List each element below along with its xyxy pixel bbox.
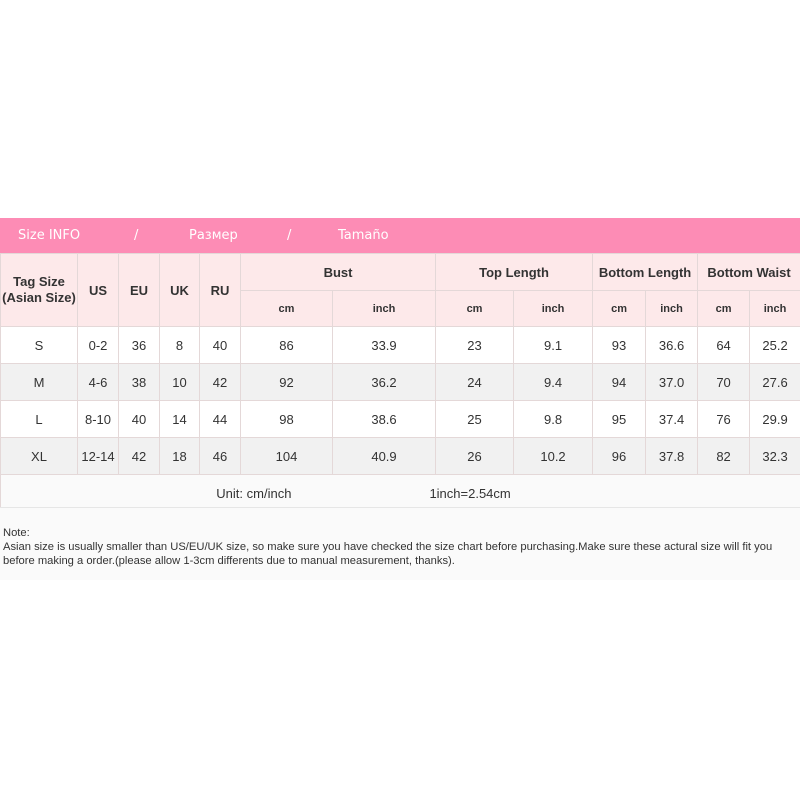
table-cell: 95 (592, 400, 647, 438)
banner-razmer: Размер (189, 228, 238, 243)
table-cell: 27.6 (749, 363, 800, 401)
table-cell: 4-6 (77, 363, 119, 401)
table-cell: 42 (199, 363, 241, 401)
table-cell: 29.9 (749, 400, 800, 438)
unit-conversion: 1inch=2.54cm (429, 485, 511, 501)
table-cell: 23 (435, 326, 515, 364)
table-cell: 26 (435, 437, 515, 475)
table-cell: 9.1 (513, 326, 594, 364)
banner-separator: / (287, 228, 292, 243)
table-cell: 38 (118, 363, 160, 401)
table-cell: 12-14 (77, 437, 119, 475)
table-cell: 10 (159, 363, 200, 401)
table-cell: 33.9 (331, 326, 437, 364)
table-cell: XL (0, 437, 78, 475)
table-cell: 40 (118, 400, 160, 438)
table-cell: M (0, 363, 78, 401)
table-cell: 92 (240, 363, 333, 401)
banner-tamano: Tamaño (338, 228, 389, 243)
header-ru: RU (199, 253, 241, 327)
header-tag-size: Tag Size (Asian Size) (0, 253, 78, 327)
table-cell: 36 (118, 326, 160, 364)
table-cell: 14 (159, 400, 200, 438)
table-cell: 8 (159, 326, 200, 364)
table-cell: S (0, 326, 78, 364)
note-title: Note: (3, 527, 30, 539)
unit-row: Unit: cm/inch 1inch=2.54cm (0, 474, 800, 512)
table-cell: 9.4 (513, 363, 594, 401)
header-eu: EU (118, 253, 160, 327)
table-cell: 40 (199, 326, 241, 364)
header-inch: inch (645, 290, 699, 327)
table-cell: 86 (240, 326, 333, 364)
table-cell: 37.0 (645, 363, 699, 401)
table-cell: 18 (159, 437, 200, 475)
unit-label: Unit: cm/inch (216, 485, 292, 501)
table-cell: 82 (697, 437, 751, 475)
table-cell: 42 (118, 437, 160, 475)
header-us: US (77, 253, 119, 327)
banner-separator: / (134, 228, 139, 243)
table-row: XL 12-14 42 18 46 104 40.9 26 10.2 96 37.8 82 32.3 (0, 437, 800, 475)
table-cell: 24 (435, 363, 515, 401)
table-cell: 9.8 (513, 400, 594, 438)
table-cell: 32.3 (749, 437, 800, 475)
table-cell: 10.2 (513, 437, 594, 475)
header-uk: UK (159, 253, 200, 327)
header-cm: cm (240, 290, 333, 327)
table-cell: 25 (435, 400, 515, 438)
table-cell: 44 (199, 400, 241, 438)
table-row: S 0-2 36 8 40 86 33.9 23 9.1 93 36.6 64 25.2 (0, 326, 800, 364)
table-row: M 4-6 38 10 42 92 36.2 24 9.4 94 37.0 70 27.6 (0, 363, 800, 401)
header-bottom-waist: Bottom Waist (697, 253, 800, 291)
size-chart-table: Tag Size (Asian Size) US EU UK RU Bust T… (0, 253, 800, 512)
header-cm: cm (435, 290, 515, 327)
header-bottom-length: Bottom Length (592, 253, 699, 291)
table-cell: 37.4 (645, 400, 699, 438)
size-info-banner: Size INFO / Размер / Tamaño (0, 218, 800, 253)
header-bust: Bust (239, 253, 437, 291)
table-cell: 37.8 (645, 437, 699, 475)
table-cell: 8-10 (77, 400, 119, 438)
table-cell: 36.2 (331, 363, 437, 401)
table-cell: 98 (240, 400, 333, 438)
header-inch: inch (749, 290, 800, 327)
table-cell: 25.2 (749, 326, 800, 364)
banner-size-info: Size INFO (18, 228, 81, 243)
note-section: Note: Asian size is usually smaller than… (0, 507, 800, 580)
table-cell: 64 (697, 326, 751, 364)
header-cm: cm (592, 290, 647, 327)
table-cell: 46 (199, 437, 241, 475)
header-inch: inch (513, 290, 594, 327)
header-top-length: Top Length (435, 253, 594, 291)
header-inch: inch (331, 290, 437, 327)
table-cell: 38.6 (331, 400, 437, 438)
table-cell: 93 (592, 326, 647, 364)
header-cm: cm (697, 290, 751, 327)
table-row: L 8-10 40 14 44 98 38.6 25 9.8 95 37.4 76 29.9 (0, 400, 800, 438)
table-cell: 70 (697, 363, 751, 401)
table-cell: 76 (697, 400, 751, 438)
table-cell: 0-2 (77, 326, 119, 364)
table-cell: 96 (592, 437, 647, 475)
table-cell: 40.9 (331, 437, 437, 475)
table-cell: 104 (240, 437, 333, 475)
note-text: Asian size is usually smaller than US/EU… (3, 541, 773, 567)
table-cell: 36.6 (645, 326, 699, 364)
table-cell: 94 (592, 363, 647, 401)
table-cell: L (0, 400, 78, 438)
